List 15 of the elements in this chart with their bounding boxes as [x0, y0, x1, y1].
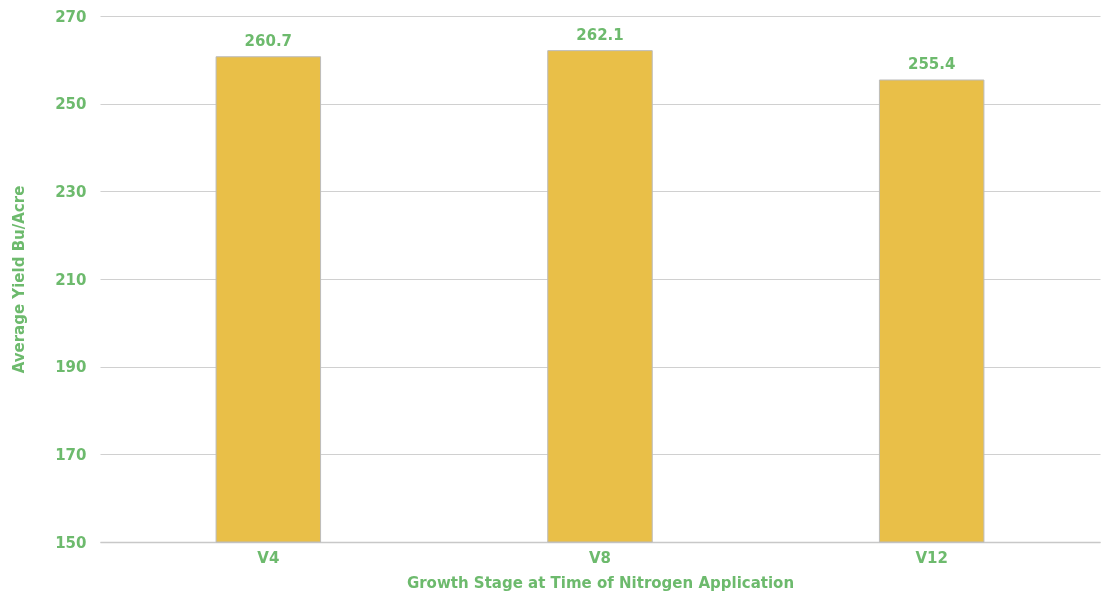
- y-tick-label: 150: [55, 533, 87, 552]
- y-tick-label: 250: [55, 95, 87, 114]
- x-tick-label: V8: [588, 548, 612, 567]
- data-label: 260.7: [244, 31, 293, 50]
- y-tick-label: 230: [55, 182, 87, 201]
- x-axis-title: Growth Stage at Time of Nitrogen Application: [406, 573, 795, 592]
- y-tick-label: 170: [55, 445, 87, 464]
- y-tick-label: 270: [55, 7, 87, 26]
- data-label: 255.4: [907, 55, 956, 73]
- y-axis-title: Average Yield Bu/Acre: [10, 185, 29, 374]
- y-tick-label: 210: [55, 270, 87, 289]
- x-tick-label: V4: [257, 548, 280, 567]
- x-tick-label: V12: [915, 548, 948, 567]
- data-label: 262.1: [576, 25, 624, 44]
- y-tick-label: 190: [55, 358, 87, 377]
